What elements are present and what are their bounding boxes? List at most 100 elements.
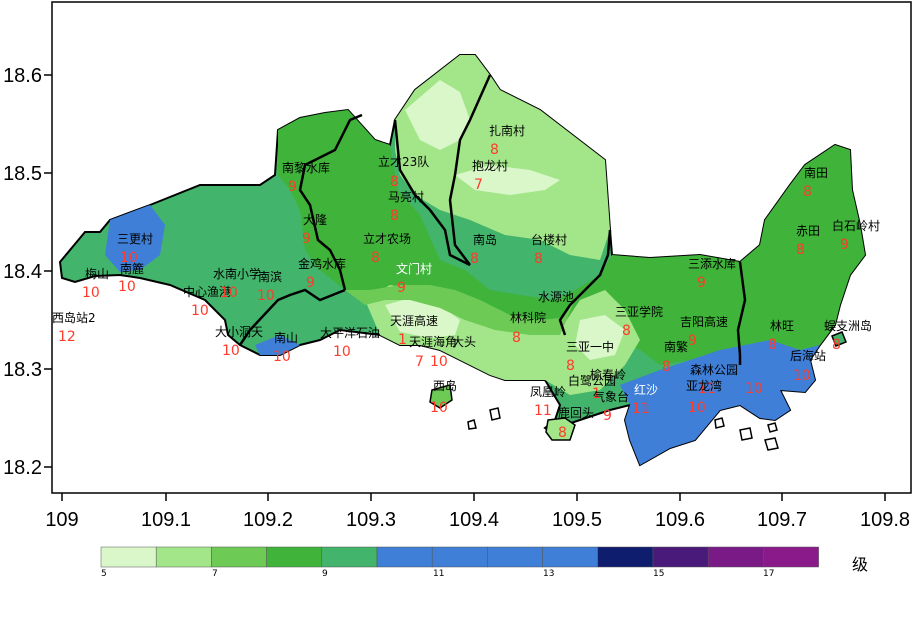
region-pale-north-2 xyxy=(455,165,560,195)
station-value: 9 xyxy=(603,408,612,424)
colorbar-swatch xyxy=(155,546,212,568)
station-name: 大小洞天 xyxy=(215,325,263,339)
colorbar-tick-label: 15 xyxy=(653,569,664,579)
island-b xyxy=(467,419,477,430)
station-value: 10 xyxy=(191,303,209,319)
station-value: 10 xyxy=(222,343,240,359)
colorbar xyxy=(100,546,819,568)
station-value: 12 xyxy=(58,329,76,345)
colorbar-tick-label: 5 xyxy=(101,569,107,579)
station-value: 8 xyxy=(768,337,777,353)
station-name: 水源池 xyxy=(538,290,574,304)
station-value: 8 xyxy=(512,330,521,346)
colorbar-swatch xyxy=(266,546,323,568)
station-value: 10 xyxy=(120,250,138,266)
station-value: 8 xyxy=(803,184,812,200)
station-name: 林旺 xyxy=(770,319,794,333)
colorbar-tick-label: 9 xyxy=(322,569,328,579)
colorbar-tick-label: 13 xyxy=(543,569,554,579)
colorbar-tick-label: 17 xyxy=(763,569,774,579)
station-name: 马亮村 xyxy=(388,189,424,204)
x-tick-label: 109.6 xyxy=(655,509,705,531)
station-value: 9 xyxy=(397,280,406,296)
station-value: 9 xyxy=(688,333,697,349)
island-a xyxy=(489,407,501,421)
station-value: 8 xyxy=(470,251,479,267)
region-mid-green-south xyxy=(345,285,575,335)
station-value: 7 xyxy=(474,177,483,193)
station-value: 8 xyxy=(662,359,671,375)
colorbar-swatch xyxy=(542,546,599,568)
station-name: 南黎水库 xyxy=(282,160,330,175)
x-tick-label: 109.8 xyxy=(860,509,910,531)
station-name: 亚龙湾 xyxy=(686,378,722,393)
island-wuzhizhou xyxy=(831,331,847,347)
station-value: 10 xyxy=(430,400,448,416)
station-name: 台楼村 xyxy=(531,232,567,247)
y-axis xyxy=(44,74,52,468)
station-value: 8 xyxy=(371,250,380,266)
station-name: 森林公园 xyxy=(690,362,738,377)
station-value: 8 xyxy=(622,323,631,339)
x-tick-labels: 109 109.1 109.2 109.3 109.4 109.5 109.6 … xyxy=(45,509,910,531)
region-blue-nanshan xyxy=(255,335,300,355)
station-value: 1 xyxy=(398,332,407,348)
x-tick-label: 109.7 xyxy=(757,509,807,531)
station-value: 8 xyxy=(390,208,399,224)
y-tick-label: 18.3 xyxy=(3,359,42,381)
station-name: 南田 xyxy=(804,165,828,180)
y-tick-label: 18.5 xyxy=(3,163,42,185)
station-name: 天涯高速 xyxy=(390,313,438,328)
island-d xyxy=(739,427,753,441)
x-tick-label: 109 xyxy=(45,509,78,531)
colorbar-swatch xyxy=(100,546,157,568)
x-tick-label: 109.2 xyxy=(243,509,293,531)
x-tick-label: 109.4 xyxy=(449,509,499,531)
colorbar-unit: 级 xyxy=(852,555,868,574)
x-tick-label: 109.1 xyxy=(141,509,191,531)
station-name: 大平洋石油 xyxy=(320,325,380,340)
x-axis xyxy=(61,493,886,501)
station-value: 9 xyxy=(302,231,311,247)
station-name: 三亚学院 xyxy=(615,304,663,319)
station-value: 8 xyxy=(534,251,543,267)
station-name: 三添水库 xyxy=(688,256,736,271)
station-value: 10 xyxy=(220,285,238,301)
station-value: 7 xyxy=(415,354,424,370)
station-name: 红沙 xyxy=(634,382,658,397)
colorbar-tick-label: 7 xyxy=(212,569,218,579)
colorbar-swatch xyxy=(597,546,654,568)
station-name: 扎南村 xyxy=(489,123,525,138)
region-pale-north xyxy=(405,80,470,150)
island-luhuitou xyxy=(545,417,576,441)
station-value: 8 xyxy=(566,358,575,374)
station-name: 大头 xyxy=(452,335,476,349)
station-value: 8 xyxy=(832,337,841,353)
station-value: 1 xyxy=(592,386,601,402)
station-name: 10 xyxy=(745,381,763,397)
y-tick-label: 18.2 xyxy=(3,457,42,479)
station-name: 凤凰岭 xyxy=(530,385,566,399)
station-name: 文门村 xyxy=(396,261,432,276)
y-tick-label: 18.4 xyxy=(3,261,42,283)
station-name: 立才23队 xyxy=(378,154,429,169)
station-value: 10 xyxy=(118,279,136,295)
colorbar-tick-label: 11 xyxy=(433,569,444,579)
station-value: 8 xyxy=(490,142,499,158)
colorbar-swatch xyxy=(211,546,267,568)
station-name: 吉阳高速 xyxy=(680,314,728,329)
station-name: 南岛 xyxy=(473,232,497,247)
colorbar-tick-labels: 5 7 9 11 13 15 17 xyxy=(101,569,774,579)
station-name: 梅山 xyxy=(85,266,109,281)
station-name: 榆春岭 xyxy=(590,367,626,382)
station-value: 9 xyxy=(697,275,706,291)
colorbar-swatch xyxy=(376,546,433,568)
island-xidao xyxy=(429,384,453,409)
station-name: 中心渔港 xyxy=(183,284,231,299)
colorbar-swatch xyxy=(487,546,543,568)
station-value: 10 xyxy=(273,349,291,365)
station-name: 三亚一中 xyxy=(566,339,614,354)
station-name: 南山 xyxy=(274,330,298,345)
station-name: 气象台 xyxy=(593,389,629,404)
